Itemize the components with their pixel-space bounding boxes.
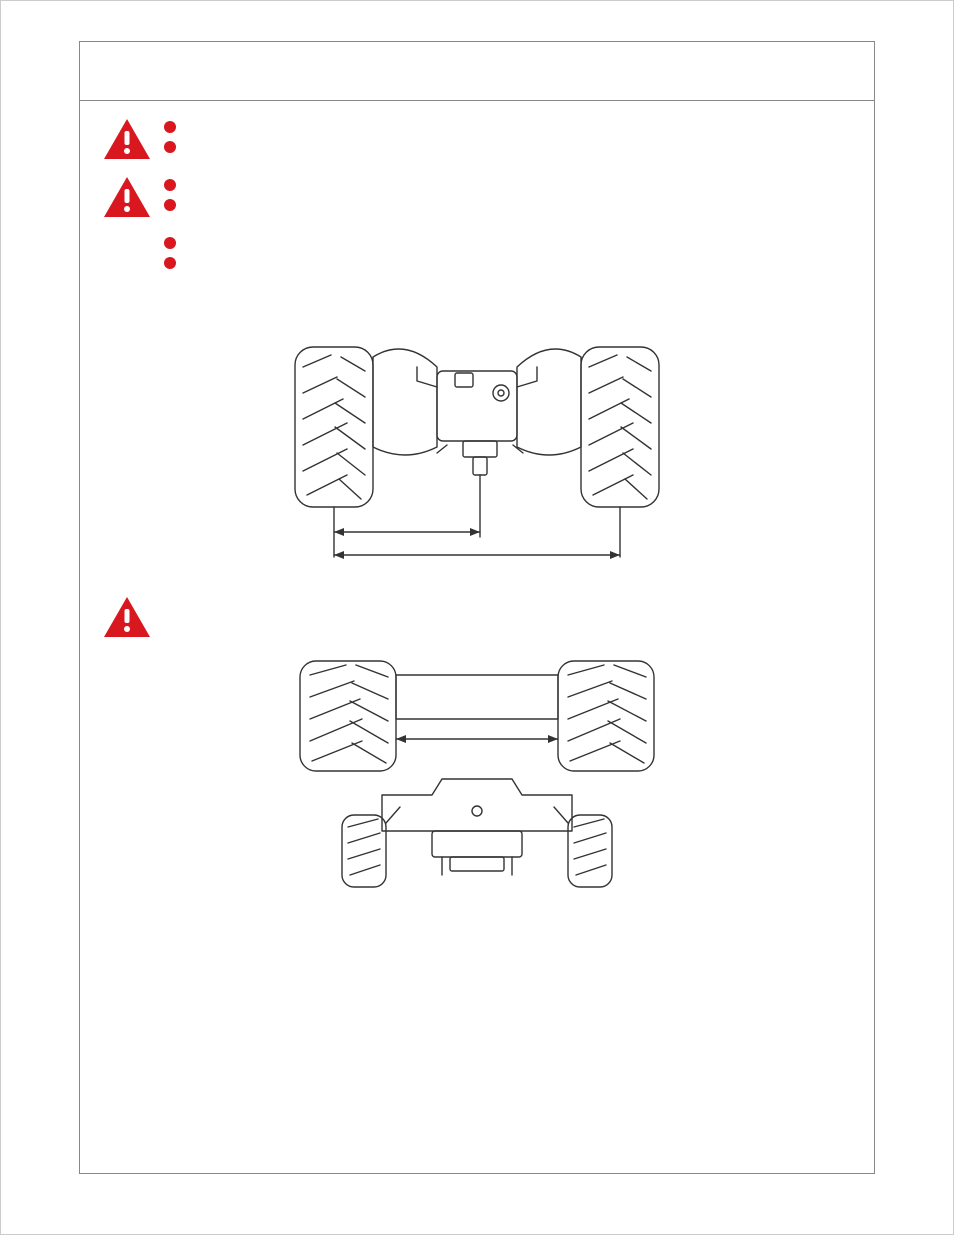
icon-placeholder — [104, 235, 150, 269]
warning-triangle-icon — [104, 119, 150, 159]
rear-axle-diagram — [104, 327, 850, 577]
bullet-icon — [164, 141, 176, 153]
page-footer — [79, 1184, 875, 1204]
manual-page — [0, 0, 954, 1235]
bullet-list — [164, 119, 176, 153]
warning-block-2 — [104, 177, 850, 217]
warning-block-4 — [104, 597, 850, 637]
bullet-icon — [164, 199, 176, 211]
warning-text — [190, 235, 850, 269]
bullet-icon — [164, 179, 176, 191]
content-area — [79, 101, 875, 1174]
bullet-icon — [164, 237, 176, 249]
bullet-icon — [164, 121, 176, 133]
warning-block-3 — [104, 235, 850, 269]
bullet-icon — [164, 257, 176, 269]
bullet-list — [164, 177, 176, 211]
warning-triangle-icon — [104, 597, 150, 637]
warning-triangle-icon — [104, 177, 150, 217]
warning-block-1 — [104, 119, 850, 159]
header-band — [79, 41, 875, 101]
front-axle-diagram — [104, 655, 850, 895]
bullet-list — [164, 235, 176, 269]
